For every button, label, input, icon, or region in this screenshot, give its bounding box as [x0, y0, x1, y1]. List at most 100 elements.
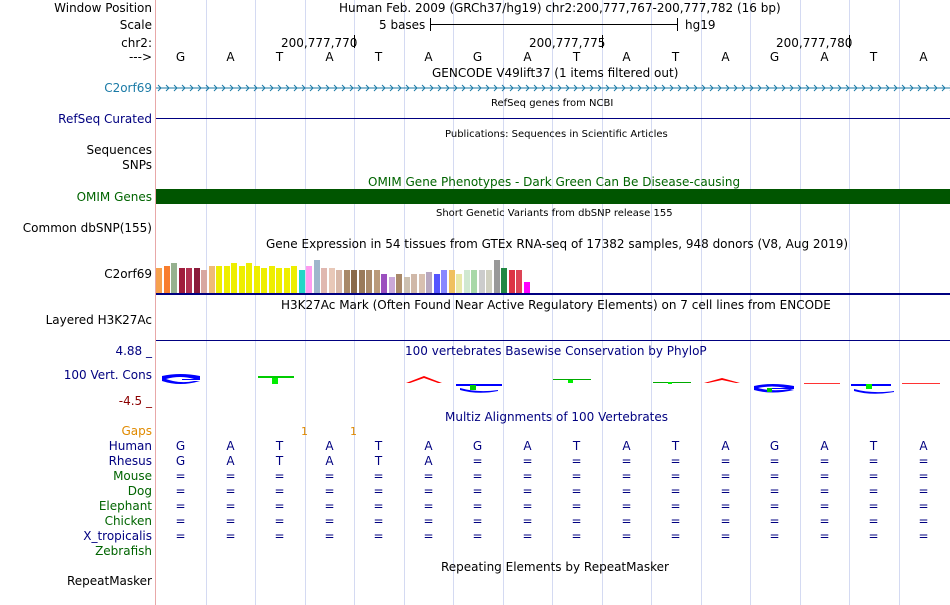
refseq-gene-line[interactable] [156, 118, 950, 119]
species-label-rhesus[interactable]: Rhesus [108, 454, 152, 468]
gtex-tissue-bar[interactable] [201, 270, 207, 293]
gtex-tissue-bar[interactable] [373, 270, 380, 293]
omim-track-title[interactable]: OMIM Gene Phenotypes - Dark Green Can Be… [368, 175, 741, 189]
label-divider[interactable] [155, 0, 156, 605]
gtex-tissue-bar[interactable] [313, 260, 320, 293]
ruler-base[interactable]: A [424, 50, 433, 64]
gtex-tissue-bar[interactable] [433, 274, 440, 293]
repeatmasker-track-label[interactable]: RepeatMasker [66, 574, 152, 588]
gtex-tissue-bar[interactable] [486, 270, 492, 293]
gtex-tissue-bar[interactable] [186, 268, 192, 293]
species-label-zebrafish[interactable]: Zebrafish [95, 544, 152, 558]
omim-track-label[interactable]: OMIM Genes [76, 190, 152, 204]
gtex-expression-chart[interactable] [156, 252, 950, 293]
ruler-base[interactable]: A [721, 50, 730, 64]
gtex-tissue-bar[interactable] [388, 277, 395, 293]
gtex-tissue-bar[interactable] [336, 270, 342, 293]
gencode-track-title[interactable]: GENCODE V49lift37 (1 items filtered out) [432, 66, 679, 80]
gtex-tissue-bar[interactable] [238, 266, 245, 293]
gtex-tissue-bar[interactable] [471, 270, 477, 293]
ruler-base[interactable]: T [572, 50, 581, 64]
gtex-tissue-bar[interactable] [178, 268, 185, 293]
gtex-tissue-bar[interactable] [478, 270, 485, 293]
ruler-base[interactable]: A [919, 50, 928, 64]
repeatmasker-track-title[interactable]: Repeating Elements by RepeatMasker [441, 560, 669, 574]
gtex-tissue-bar[interactable] [193, 268, 200, 293]
gtex-tissue-bar[interactable] [358, 270, 365, 293]
publications-track-title[interactable]: Publications: Sequences in Scientific Ar… [445, 129, 668, 140]
gtex-tissue-bar[interactable] [441, 270, 447, 293]
gtex-track-title[interactable]: Gene Expression in 54 tissues from GTEx … [266, 237, 849, 251]
gtex-tissue-bar[interactable] [253, 266, 260, 293]
gtex-tissue-bar[interactable] [231, 263, 237, 293]
ruler-base[interactable]: A [226, 50, 235, 64]
gencode-gene-feature[interactable] [156, 80, 950, 96]
gtex-tissue-bar[interactable] [291, 266, 297, 293]
ruler-base[interactable]: A [325, 50, 334, 64]
species-label-elephant[interactable]: Elephant [98, 499, 152, 513]
h3k27ac-track-title[interactable]: H3K27Ac Mark (Often Found Near Active Re… [281, 298, 831, 312]
gtex-tissue-bar[interactable] [208, 266, 215, 293]
gtex-tissue-bar[interactable] [456, 274, 462, 293]
gtex-tissue-bar[interactable] [366, 270, 372, 293]
gtex-tissue-bar[interactable] [328, 268, 335, 293]
gtex-tissue-bar[interactable] [171, 263, 177, 293]
gtex-tissue-bar[interactable] [246, 263, 252, 293]
ruler-base[interactable]: G [175, 50, 186, 64]
phylop-track-title[interactable]: 100 vertebrates Basewise Conservation by… [405, 344, 707, 358]
gtex-tissue-bar[interactable] [508, 270, 515, 293]
species-label-mouse[interactable]: Mouse [113, 469, 152, 483]
gtex-tissue-bar[interactable] [223, 266, 230, 293]
ruler-base[interactable]: T [374, 50, 383, 64]
gtex-tissue-bar[interactable] [283, 268, 290, 293]
gtex-tissue-bar[interactable] [396, 274, 402, 293]
gtex-tissue-bar[interactable] [381, 274, 387, 293]
ruler-base[interactable]: G [769, 50, 780, 64]
ruler-base[interactable]: T [671, 50, 680, 64]
gtex-tissue-bar[interactable] [306, 266, 312, 293]
gtex-tissue-bar[interactable] [426, 272, 432, 293]
gtex-tissue-bar[interactable] [516, 270, 522, 293]
species-label-x_tropicalis[interactable]: X_tropicalis [83, 529, 152, 543]
ruler-base[interactable]: A [622, 50, 631, 64]
gtex-tissue-bar[interactable] [321, 268, 327, 293]
multiz-gaps-label[interactable]: Gaps [121, 424, 152, 438]
ruler-base[interactable]: T [869, 50, 878, 64]
gtex-tissue-bar[interactable] [268, 266, 275, 293]
gtex-tissue-bar[interactable] [418, 274, 425, 293]
ruler-base[interactable]: G [472, 50, 483, 64]
gtex-tissue-bar[interactable] [343, 270, 350, 293]
gtex-tissue-bar[interactable] [493, 260, 500, 293]
ruler-base[interactable]: T [275, 50, 284, 64]
species-label-human[interactable]: Human [108, 439, 152, 453]
refseq-track-title[interactable]: RefSeq genes from NCBI [491, 98, 614, 109]
dbsnp-track-title[interactable]: Short Genetic Variants from dbSNP releas… [436, 208, 673, 219]
dbsnp-track-label[interactable]: Common dbSNP(155) [22, 221, 152, 235]
gtex-gene-label[interactable]: C2orf69 [104, 267, 152, 281]
gtex-tissue-bar[interactable] [403, 277, 410, 293]
species-label-dog[interactable]: Dog [127, 484, 152, 498]
gtex-tissue-bar[interactable] [351, 270, 357, 293]
gtex-tissue-bar[interactable] [501, 268, 507, 293]
omim-gene-bar[interactable] [156, 189, 950, 204]
ruler-base[interactable]: A [820, 50, 829, 64]
snps-track-label[interactable]: SNPs [122, 158, 152, 172]
strand-arrow-label[interactable]: ---> [128, 50, 152, 64]
species-label-chicken[interactable]: Chicken [104, 514, 152, 528]
phylop-track-label[interactable]: 100 Vert. Cons [63, 368, 152, 382]
gtex-tissue-bar[interactable] [298, 270, 305, 293]
gtex-tissue-bar[interactable] [523, 282, 530, 293]
assembly-position-text[interactable]: Human Feb. 2009 (GRCh37/hg19) chr2:200,7… [339, 1, 781, 15]
gtex-tissue-bar[interactable] [156, 268, 162, 293]
multiz-track-title[interactable]: Multiz Alignments of 100 Vertebrates [445, 410, 669, 424]
phylop-logo[interactable] [156, 370, 950, 396]
gtex-tissue-bar[interactable] [448, 270, 455, 293]
publications-track-label[interactable]: Sequences [86, 143, 152, 157]
gencode-gene-label[interactable]: C2orf69 [104, 81, 152, 95]
refseq-track-label[interactable]: RefSeq Curated [58, 112, 152, 126]
gtex-tissue-bar[interactable] [463, 270, 470, 293]
gtex-tissue-bar[interactable] [411, 274, 417, 293]
gtex-tissue-bar[interactable] [216, 266, 222, 293]
gtex-tissue-bar[interactable] [163, 266, 170, 293]
gtex-tissue-bar[interactable] [261, 268, 267, 293]
